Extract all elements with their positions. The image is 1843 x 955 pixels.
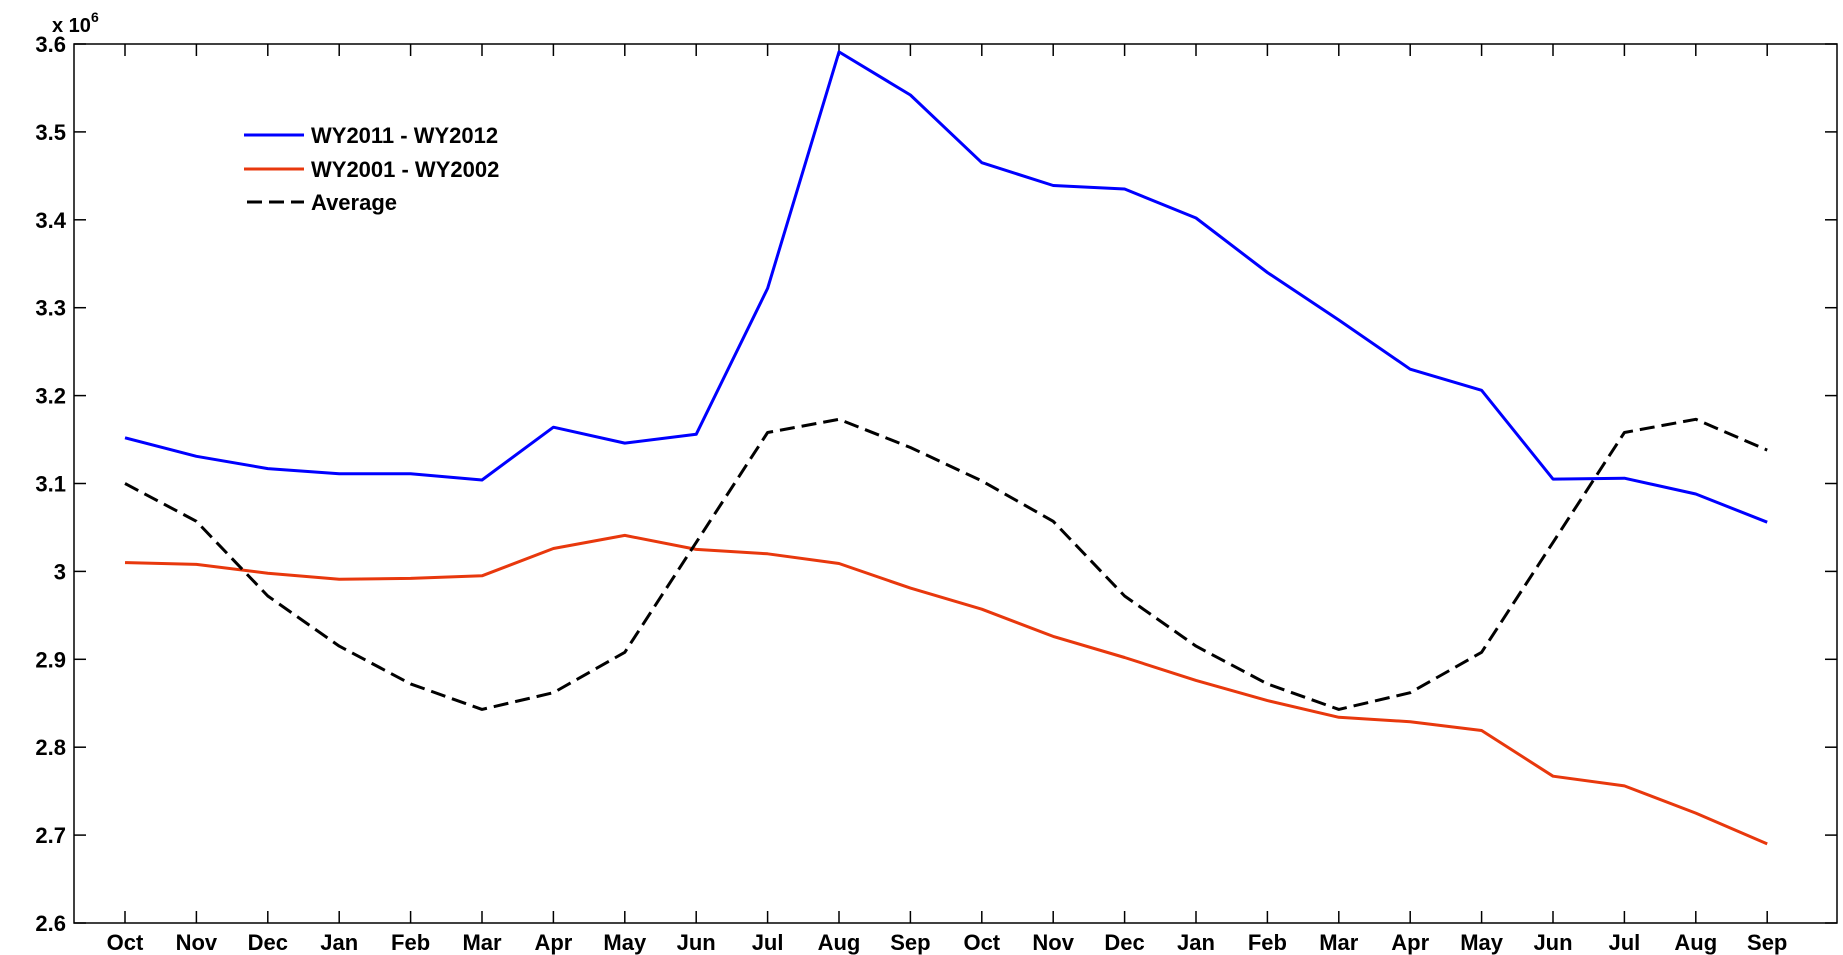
y-tick-label-1: 2.7 [35, 823, 66, 848]
x-tick-label-18: Apr [1391, 930, 1429, 955]
y-axis: 2.6 2.7 2.8 2.9 3 3.1 3.2 3.3 3.4 3.5 3.6 [35, 32, 1837, 936]
legend-label-1: WY2001 - WY2002 [311, 157, 499, 182]
x-tick-label-13: Nov [1032, 930, 1074, 955]
y-tick-label-7: 3.3 [35, 296, 66, 321]
x-tick-label-9: Jul [752, 930, 784, 955]
x-tick-label-7: May [603, 930, 647, 955]
series-line-2 [124, 417, 1768, 711]
y-axis-multiplier: x 106 [52, 9, 99, 37]
y-tick-label-4: 3 [54, 559, 66, 584]
legend-label-2: Average [311, 190, 397, 215]
x-tick-label-20: Jun [1533, 930, 1572, 955]
x-axis: Oct Nov Dec Jan Feb Mar Apr May Jun Jul Aug Sep Oct N… [107, 44, 1787, 955]
x-tick-label-21: Jul [1609, 930, 1641, 955]
y-tick-label-8: 3.4 [35, 208, 66, 233]
x-tick-label-6: Apr [534, 930, 572, 955]
series-group [124, 50, 1768, 846]
y-tick-label-5: 3.1 [35, 472, 66, 497]
x-tick-label-5: Mar [462, 930, 502, 955]
x-tick-label-23: Sep [1747, 930, 1787, 955]
legend-entry-0: WY2011 - WY2012 [244, 123, 498, 148]
y-tick-label-10: 3.6 [35, 32, 66, 57]
x-tick-label-17: Mar [1319, 930, 1359, 955]
x-tick-label-1: Nov [176, 930, 218, 955]
series-line-0 [124, 50, 1768, 524]
x-tick-label-19: May [1460, 930, 1504, 955]
y-tick-label-9: 3.5 [35, 120, 66, 145]
x-tick-label-12: Oct [963, 930, 1000, 955]
x-tick-label-0: Oct [107, 930, 144, 955]
y-tick-label-3: 2.9 [35, 647, 66, 672]
y-tick-label-6: 3.2 [35, 384, 66, 409]
plot-area [73, 43, 1838, 924]
series-line-1 [124, 533, 1768, 846]
x-tick-label-16: Feb [1248, 930, 1287, 955]
x-tick-label-8: Jun [677, 930, 716, 955]
x-tick-label-4: Feb [391, 930, 430, 955]
x-tick-label-22: Aug [1674, 930, 1717, 955]
x-tick-label-3: Jan [320, 930, 358, 955]
x-tick-label-15: Jan [1177, 930, 1215, 955]
legend: WY2011 - WY2012 WY2001 - WY2002 Average [244, 123, 499, 215]
x-tick-label-14: Dec [1104, 930, 1144, 955]
y-tick-label-2: 2.8 [35, 735, 66, 760]
y-axis-multiplier-exponent: 6 [91, 9, 99, 25]
legend-entry-1: WY2001 - WY2002 [244, 157, 499, 182]
legend-entry-2: Average [247, 190, 397, 215]
legend-label-0: WY2011 - WY2012 [311, 123, 498, 148]
x-tick-label-2: Dec [248, 930, 288, 955]
y-tick-label-0: 2.6 [35, 911, 66, 936]
x-tick-label-11: Sep [890, 930, 930, 955]
x-tick-label-10: Aug [818, 930, 861, 955]
